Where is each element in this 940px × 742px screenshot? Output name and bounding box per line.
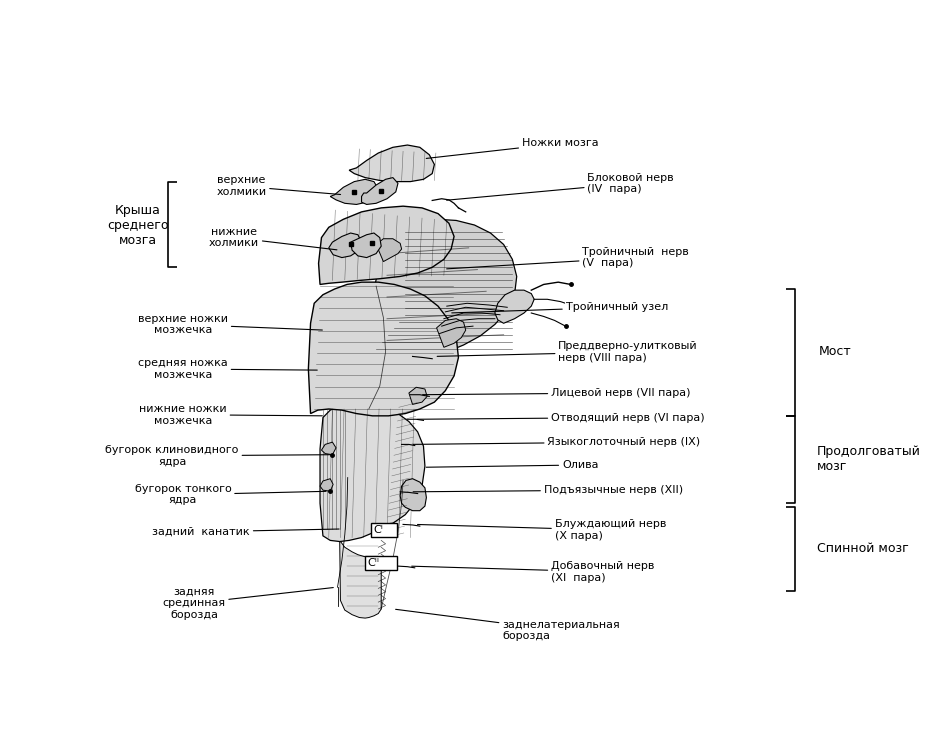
Polygon shape	[330, 180, 378, 205]
Text: Мост: Мост	[819, 345, 851, 358]
Text: Крыша
среднего
мозга: Крыша среднего мозга	[107, 203, 168, 246]
Polygon shape	[494, 290, 534, 324]
Text: Олива: Олива	[426, 460, 599, 470]
Text: Ножки мозга: Ножки мозга	[426, 138, 599, 159]
Text: Блоковой нерв
(IV  пара): Блоковой нерв (IV пара)	[446, 172, 674, 200]
Bar	[366, 556, 398, 570]
Text: бугорок тонкого
ядра: бугорок тонкого ядра	[134, 484, 326, 505]
Polygon shape	[351, 233, 382, 257]
Text: Преддверно-улитковый
нерв (VIII пара): Преддверно-улитковый нерв (VIII пара)	[437, 341, 697, 363]
Polygon shape	[320, 479, 333, 491]
Text: нижние ножки
мозжечка: нижние ножки мозжечка	[139, 404, 322, 425]
Text: Спинной мозг: Спинной мозг	[817, 542, 909, 556]
Bar	[371, 523, 398, 537]
Text: Добавочный нерв
(XI  пара): Добавочный нерв (XI пара)	[412, 561, 654, 582]
Text: средняя ножка
мозжечка: средняя ножка мозжечка	[138, 358, 317, 380]
Text: Тройничный узел: Тройничный узел	[452, 302, 667, 313]
Text: Cᴵᴵ: Cᴵᴵ	[368, 558, 380, 568]
Text: Языкоглоточный нерв (IX): Языкоглоточный нерв (IX)	[414, 437, 700, 447]
Text: верхние
холмики: верхние холмики	[216, 175, 340, 197]
Polygon shape	[362, 177, 398, 205]
Text: верхние ножки
мозжечка: верхние ножки мозжечка	[138, 314, 322, 335]
Polygon shape	[409, 387, 427, 404]
Polygon shape	[308, 282, 459, 416]
Text: нижние
холмики: нижние холмики	[209, 227, 337, 250]
Text: задний  канатик: задний канатик	[152, 527, 339, 536]
Polygon shape	[320, 404, 425, 542]
Text: Подъязычные нерв (XII): Подъязычные нерв (XII)	[414, 485, 682, 495]
Polygon shape	[339, 540, 382, 618]
Text: Cᴵ: Cᴵ	[373, 525, 384, 535]
Text: Продолговатый
мозг: Продолговатый мозг	[817, 445, 921, 473]
Polygon shape	[400, 479, 427, 510]
Polygon shape	[329, 233, 362, 257]
Text: Блуждающий нерв
(X пара): Блуждающий нерв (X пара)	[417, 519, 666, 541]
Polygon shape	[321, 442, 337, 455]
Text: Тройничный  нерв
(V  пара): Тройничный нерв (V пара)	[446, 247, 689, 269]
Polygon shape	[319, 206, 454, 284]
Polygon shape	[436, 319, 465, 347]
Polygon shape	[371, 220, 517, 355]
Polygon shape	[376, 239, 401, 262]
Text: Отводящий нерв (VI пара): Отводящий нерв (VI пара)	[417, 413, 705, 422]
Text: Лицевой нерв (VII пара): Лицевой нерв (VII пара)	[423, 388, 691, 398]
Text: заднелатериальная
борозда: заднелатериальная борозда	[396, 609, 619, 642]
Polygon shape	[349, 145, 434, 182]
Text: бугорок клиновидного
ядра: бугорок клиновидного ядра	[105, 445, 330, 467]
Text: задняя
срединная
борозда: задняя срединная борозда	[163, 587, 334, 620]
